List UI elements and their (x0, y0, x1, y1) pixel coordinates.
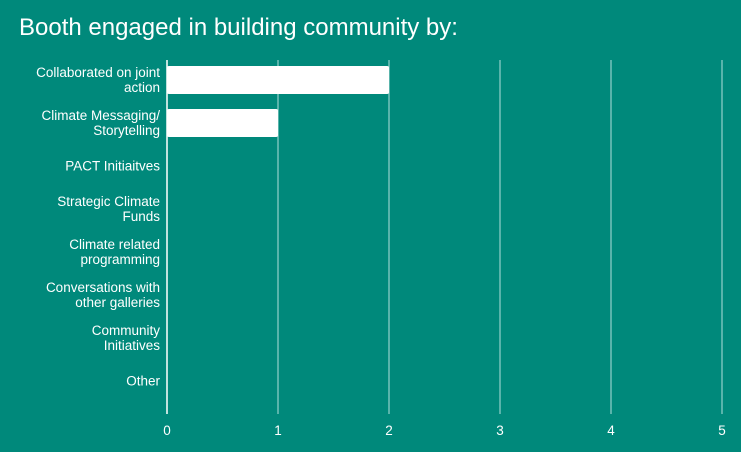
x-tick-label: 4 (607, 423, 615, 438)
x-tick-label: 1 (274, 423, 282, 438)
category-label: PACT Initiaitves (65, 159, 160, 174)
category-label: Community Initiatives (92, 323, 161, 353)
bar (167, 66, 389, 94)
category-label: Climate related programming (69, 237, 160, 267)
gridlines (277, 60, 723, 414)
category-label: Conversations with other galleries (46, 280, 160, 310)
bar (167, 109, 278, 137)
x-tick-label: 5 (718, 423, 726, 438)
category-label: Collaborated on joint action (36, 65, 160, 95)
bars (167, 66, 389, 137)
x-tick-label: 3 (496, 423, 504, 438)
chart-title: Booth engaged in building community by: (19, 14, 458, 41)
x-tick-label: 0 (163, 423, 171, 438)
x-tick-label: 2 (385, 423, 393, 438)
category-labels: Collaborated on joint action Climate Messa… (36, 65, 160, 389)
category-label: Other (126, 374, 160, 389)
x-axis-tick-labels: 0 1 2 3 4 5 (163, 423, 726, 438)
category-label: Strategic Climate Funds (57, 194, 160, 224)
category-label: Climate Messaging/Storytelling (41, 108, 160, 138)
